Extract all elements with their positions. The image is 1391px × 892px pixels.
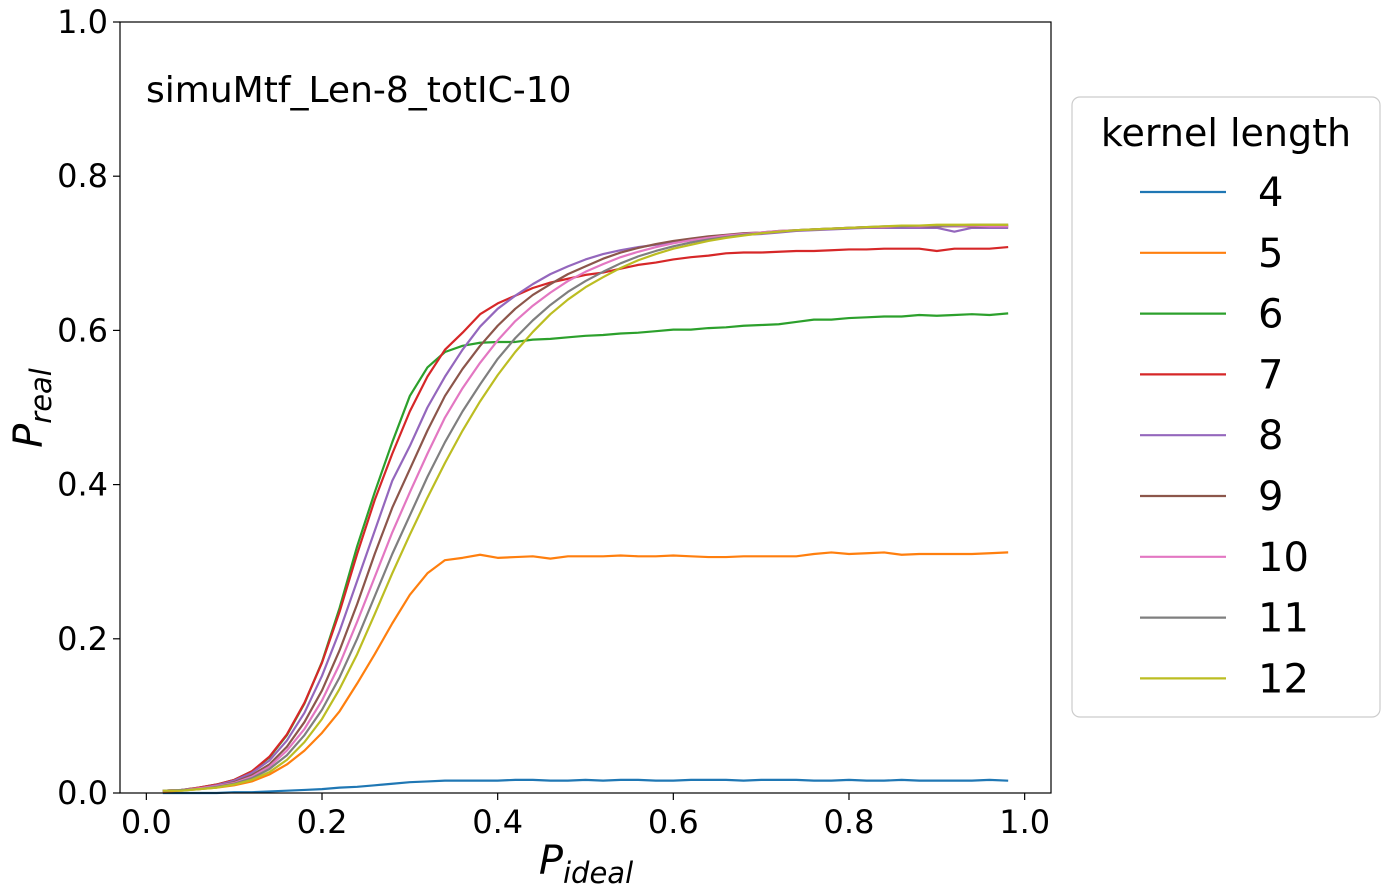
legend-items: 4 5 6 7 8 9 10 11 12	[1140, 170, 1309, 702]
legend-label-8: 8	[1258, 413, 1283, 459]
x-tick-label: 0.6	[648, 803, 699, 841]
legend: kernel length 4 5 6 7 8 9 10 11 12	[1071, 96, 1381, 718]
legend-item-7: 7	[1140, 352, 1283, 398]
x-axis-label: Pideal	[539, 838, 633, 890]
legend-item-8: 8	[1140, 413, 1283, 459]
series-line-5	[162, 551, 1009, 793]
y-tick-label: 0.4	[57, 466, 108, 504]
series-line-8	[162, 226, 1009, 792]
legend-box	[1071, 96, 1381, 718]
legend-item-4: 4	[1140, 170, 1283, 216]
x-axis-label-main: P	[539, 838, 564, 884]
legend-label-9: 9	[1258, 474, 1283, 520]
legend-title: kernel length	[1101, 111, 1351, 155]
y-tick-label: 0.2	[57, 620, 108, 658]
legend-item-5: 5	[1140, 231, 1283, 277]
series-line-10	[162, 224, 1009, 792]
y-axis-label-subscript: real	[24, 368, 58, 424]
series-line-12	[162, 223, 1009, 792]
legend-label-12: 12	[1258, 656, 1309, 702]
legend-label-6: 6	[1258, 292, 1283, 338]
x-tick-label: 0.4	[472, 803, 523, 841]
x-tick-label: 0.8	[824, 803, 875, 841]
y-axis-label: Preal	[6, 368, 58, 448]
legend-label-10: 10	[1258, 535, 1309, 581]
x-tick-label: 0.0	[121, 803, 172, 841]
y-tick-label: 0.6	[57, 311, 108, 349]
y-tick-label: 0.8	[57, 157, 108, 195]
series-line-9	[162, 225, 1009, 792]
legend-label-7: 7	[1258, 352, 1283, 398]
x-tick-label: 1.0	[999, 803, 1050, 841]
legend-label-5: 5	[1258, 231, 1283, 277]
legend-item-6: 6	[1140, 292, 1283, 338]
y-tick-label: 1.0	[57, 3, 108, 41]
series-line-7	[162, 245, 1009, 792]
legend-item-11: 11	[1140, 596, 1309, 642]
y-axis-label-main: P	[6, 423, 52, 448]
legend-label-4: 4	[1258, 170, 1283, 216]
legend-item-10: 10	[1140, 535, 1309, 581]
chart-annotation: simuMtf_Len-8_totIC-10	[146, 70, 572, 111]
x-tick-label: 0.2	[297, 803, 348, 841]
legend-item-12: 12	[1140, 656, 1309, 702]
series-line-4	[162, 778, 1009, 795]
y-axis-ticks: 0.0 0.2 0.4 0.6 0.8 1.0	[57, 3, 120, 812]
x-axis-ticks: 0.0 0.2 0.4 0.6 0.8 1.0	[121, 793, 1050, 841]
plot-frame	[119, 21, 1052, 794]
legend-item-9: 9	[1140, 474, 1283, 520]
x-axis-label-subscript: ideal	[563, 856, 633, 890]
series-lines	[162, 223, 1009, 795]
y-tick-label: 0.0	[57, 774, 108, 812]
series-line-11	[162, 223, 1009, 792]
legend-label-11: 11	[1258, 596, 1309, 642]
